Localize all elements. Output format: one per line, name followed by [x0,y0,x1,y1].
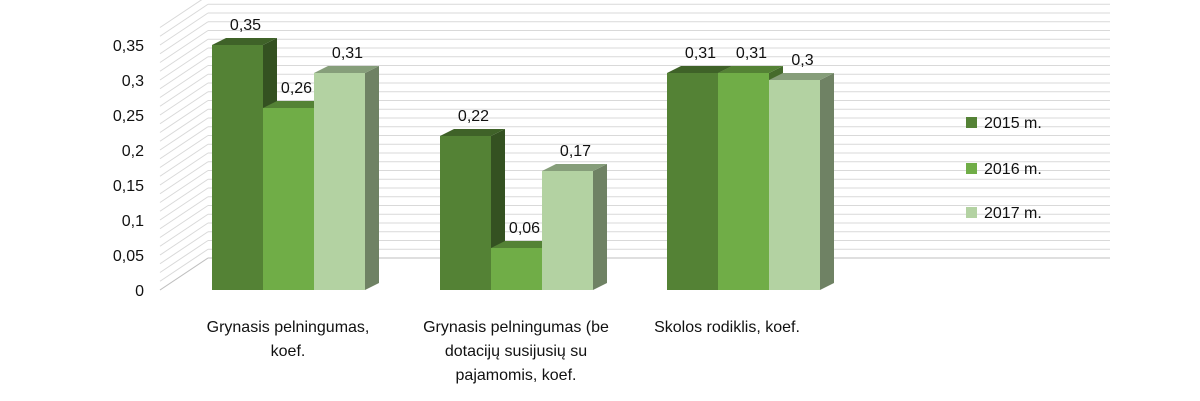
bar-front [667,73,718,290]
y-tick-label: 0,3 [122,73,144,90]
legend-label: 2017 m. [984,205,1042,222]
x-axis-categories: Grynasis pelningumas, koef. Grynasis pelni… [207,319,800,384]
side-grid-line [159,100,209,133]
legend-swatch [966,163,977,174]
side-grid-line [159,152,209,186]
y-tick-label: 0,15 [113,178,144,195]
chart-bars [212,38,834,290]
side-grid-line [159,196,209,230]
side-grid-line [159,205,209,238]
bar-front [263,108,314,290]
bar-front [440,136,491,290]
side-grid-line [159,3,209,37]
y-tick-label: 0,25 [113,108,144,125]
bar [769,73,834,290]
side-grid-line [159,38,209,72]
data-label: 0,31 [332,45,363,62]
y-tick-label: 0,05 [113,248,144,265]
bar-top [440,129,505,136]
side-grid-line [159,248,209,282]
side-grid-line [159,187,209,221]
data-labels: 0,35 0,26 0,31 0,22 0,06 0,17 0,31 0,31 0,3 [230,17,814,237]
legend-swatch [966,207,977,218]
bar-front [769,80,820,290]
side-grid-line [159,56,209,90]
bar-front [542,171,593,290]
side-grid-line [159,30,209,63]
bar-top [212,38,277,45]
legend-item: 2017 m. [966,205,1042,222]
bar-top [542,164,607,171]
data-label: 0,31 [685,45,716,62]
legend-label: 2016 m. [984,161,1042,178]
floor-edge [159,257,209,291]
data-label: 0,35 [230,17,261,34]
side-grid-line [159,91,209,125]
bar-front [314,73,365,290]
side-grid-line [159,117,209,151]
side-grid-line [159,82,209,116]
category-label: Grynasis pelningumas (be dotacijų susijus… [423,319,609,384]
y-tick-label: 0,2 [122,143,144,160]
bar-front [718,73,769,290]
side-grid-line [159,240,209,273]
side-grid-line [159,213,209,247]
legend-label: 2015 m. [984,115,1042,132]
y-axis-ticks: 0 0,05 0,1 0,15 0,2 0,25 0,3 0,35 [113,38,144,300]
side-grid-line [159,178,209,212]
bar [542,164,607,290]
side-grid-line [159,21,209,55]
bar-top [263,101,328,108]
legend-swatch [966,117,977,128]
side-grid-line [159,73,209,107]
side-grid-line [159,222,209,256]
side-grid-line [159,231,209,265]
side-grid-line [159,108,209,142]
bar [440,129,505,290]
bar-top [769,73,834,80]
side-grid-line [159,170,209,203]
y-tick-label: 0,35 [113,38,144,55]
y-tick-label: 0,1 [122,213,144,230]
category-label: Grynasis pelningumas, koef. [207,319,370,360]
data-label: 0,06 [509,220,540,237]
bar-top [491,241,556,248]
y-tick-label: 0 [135,283,144,300]
bar [314,66,379,290]
data-label: 0,26 [281,80,312,97]
side-grid-line [159,47,209,81]
side-grid-line [159,65,209,98]
bar-front [491,248,542,290]
side-grid-line [159,126,209,160]
bar-side [365,66,379,290]
bar-top [667,66,732,73]
side-grid-line [159,161,209,195]
bar-side [593,164,607,290]
category-label: Skolos rodiklis, koef. [654,319,800,336]
data-label: 0,22 [458,108,489,125]
legend-item: 2016 m. [966,161,1042,178]
bar-top [718,66,783,73]
data-label: 0,17 [560,143,591,160]
data-label: 0,31 [736,45,767,62]
side-grid-line [159,0,203,28]
legend-item: 2015 m. [966,115,1042,132]
bar-top [314,66,379,73]
side-grid-line [159,135,209,168]
side-grid-line [159,12,209,46]
legend: 2015 m. 2016 m. 2017 m. [966,115,1042,222]
data-label: 0,3 [791,52,813,69]
side-grid-line [159,143,209,177]
bar-side [820,73,834,290]
bar-front [212,45,263,290]
